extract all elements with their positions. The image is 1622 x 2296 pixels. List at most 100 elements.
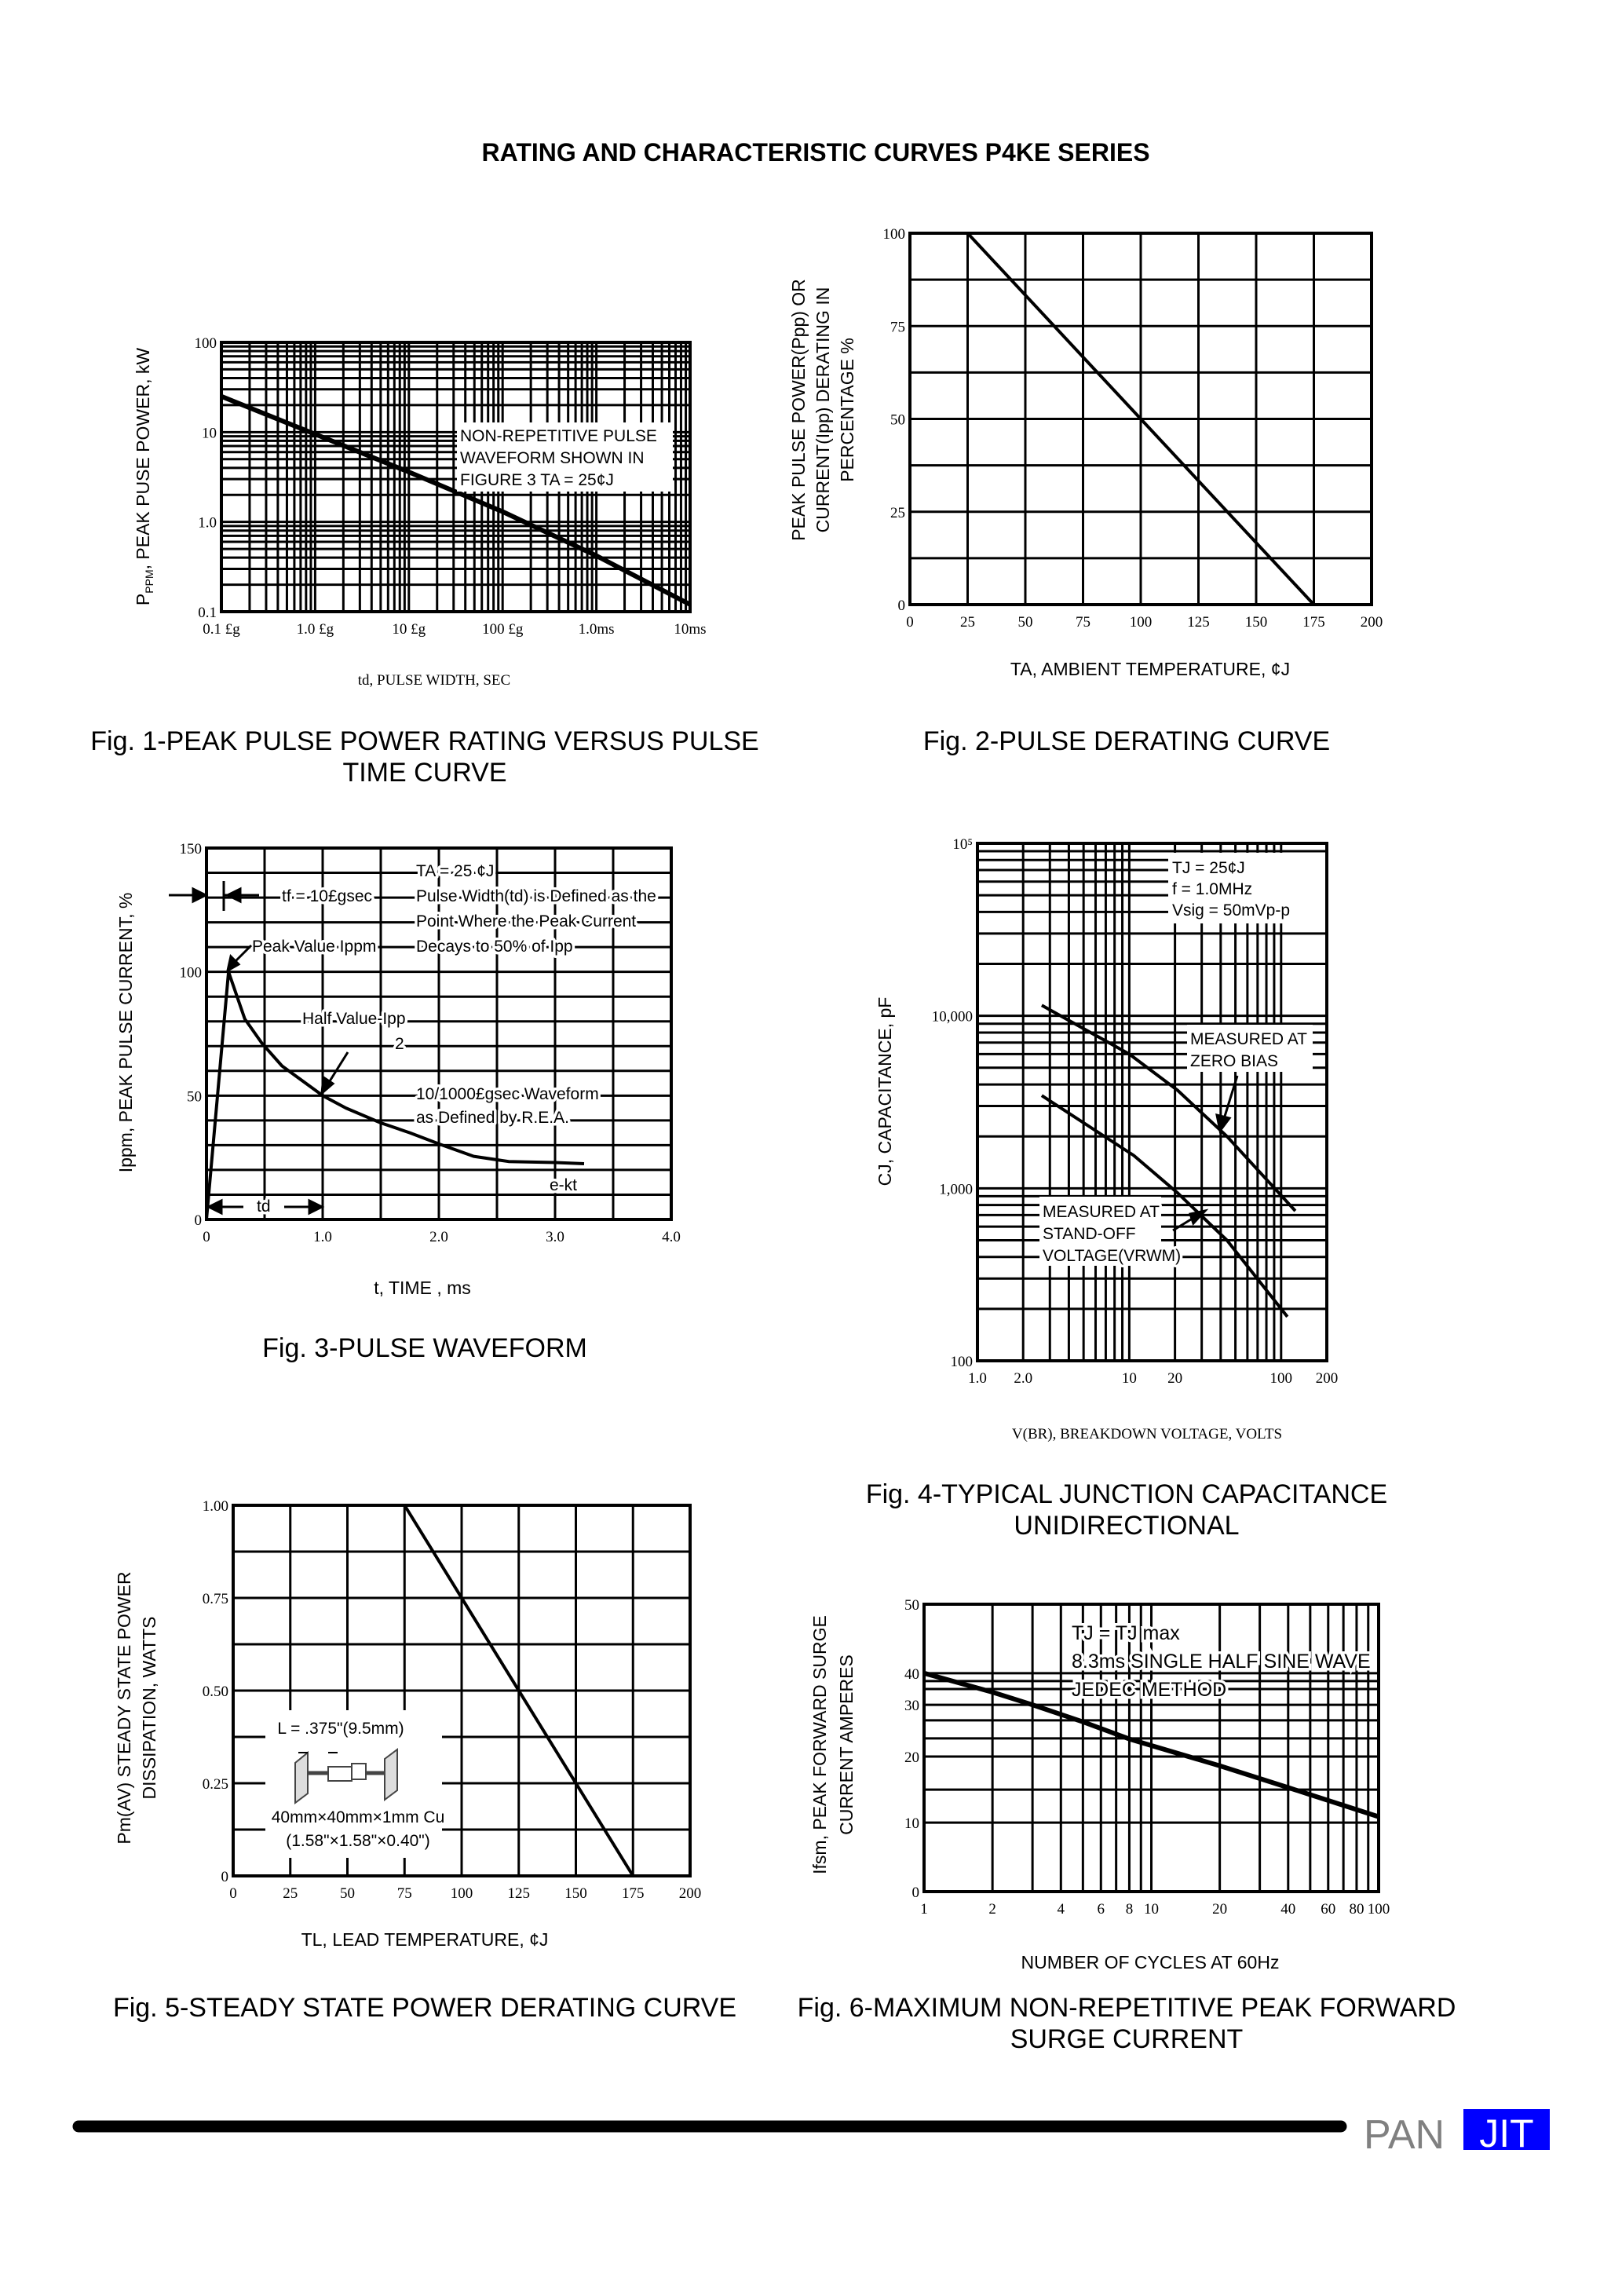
fig3-annotation: Decays to 50% of Ipp (416, 938, 573, 956)
chart-2: 0 25 50 75 100 125 150 175 200 0 25 50 75 100 (883, 226, 1383, 631)
y-tick-label: 10⁵ (952, 836, 973, 853)
fig3-xlabel: t, TIME , ms (374, 1278, 471, 1298)
x-tick-label: 1.0 £g (297, 621, 334, 638)
x-tick-label: 1.0 (968, 1370, 987, 1387)
x-tick-label: 4.0 (662, 1229, 681, 1245)
x-tick-label: 75 (397, 1885, 412, 1902)
fig5-texts: Pm(AV) STEADY STATE POWER DISSIPATION, W… (113, 1571, 736, 2023)
x-tick-label: 20 (1167, 1370, 1182, 1387)
fig1-annotation-line: NON-REPETITIVE PULSE (460, 427, 657, 445)
plot-frame (232, 1504, 692, 1877)
x-tick-label: 50 (340, 1885, 355, 1902)
x-tick-label: 40 (1280, 1901, 1295, 1918)
fig3-annotation: Point Where the Peak Current (416, 912, 636, 930)
y-tick-label: 75 (890, 319, 905, 335)
fig3-annotation: 10/1000£gsec Waveform (416, 1085, 599, 1103)
chart-5: 0 25 50 75 100 125 150 175 200 0 0.25 0.50 0.75 1.00 (203, 1498, 702, 1902)
x-tick-label: 25 (283, 1885, 298, 1902)
x-tick-label: 0 (229, 1885, 237, 1902)
x-tick-label: 100 (1368, 1901, 1390, 1918)
y-tick-label: 30 (904, 1698, 919, 1714)
fig2-xlabel: TA, AMBIENT TEMPERATURE, ¢J (1010, 659, 1290, 679)
fig3-annotation: td (257, 1197, 271, 1216)
y-tick-label: 100 (951, 1354, 974, 1370)
y-tick-label: 150 (180, 841, 203, 857)
x-tick-label: 10 (1144, 1901, 1159, 1918)
y-tick-label: 10 (202, 425, 217, 441)
heatsink-mount-illustration (294, 1748, 398, 1804)
logo-text-jit: JIT (1479, 2111, 1533, 2155)
fig3-annotation: Peak Value Ippm (252, 938, 376, 956)
fig3-annotation: as Defined by R.E.A. (416, 1109, 569, 1127)
fig6-condition: TJ = TJ max (1072, 1622, 1180, 1644)
fig3-ylabel: Ippm, PEAK PULSE CURRENT, % (115, 893, 136, 1173)
fig2-ylabel: PERCENTAGE % (837, 338, 857, 482)
x-tick-label: 1.0 (313, 1229, 332, 1245)
y-tick-label: 10 (904, 1815, 919, 1832)
fig4-ylabel: CJ, CAPACITANCE, pF (875, 997, 895, 1186)
x-tick-label: 25 (960, 614, 975, 631)
fig6-ylabel: Ifsm, PEAK FORWARD SURGE (809, 1615, 830, 1874)
x-tick-label: 175 (622, 1885, 645, 1902)
x-tick-label: 8 (1126, 1901, 1134, 1918)
chart-3: 0 1.0 2.0 3.0 4.0 0 50 100 150 (180, 841, 681, 1245)
fig3-arrows (169, 881, 349, 1216)
x-tick-label: 100 (1130, 614, 1153, 631)
fig2-texts: PEAK PULSE POWER(Ppp) OR CURRENT(Ipp) DE… (788, 279, 1330, 756)
y-tick-label: 0 (195, 1212, 203, 1229)
y-tick-label: 0.50 (203, 1684, 228, 1700)
fig6-texts: Ifsm, PEAK FORWARD SURGE CURRENT AMPERES… (798, 1615, 1456, 2054)
fig1-caption: Fig. 1-PEAK PULSE POWER RATING VERSUS PU… (90, 726, 758, 756)
y-tick-label: 1.0 (198, 515, 217, 532)
fig5-ylabel: DISSIPATION, WATTS (139, 1617, 159, 1800)
y-tick-label: 100 (195, 335, 217, 352)
series-line-1 (923, 1670, 1379, 1819)
fig1-annotation-line: FIGURE 3 TA = 25¢J (460, 471, 614, 489)
fig6-condition: 8.3ms SINGLE HALF SINE WAVE (1072, 1651, 1371, 1673)
y-tick-label: 100 (883, 226, 906, 243)
fig1-annotation-box (457, 422, 673, 492)
x-tick-label: 60 (1321, 1901, 1335, 1918)
y-tick-label: 0.75 (203, 1591, 228, 1607)
series-line-1 (1040, 1004, 1297, 1212)
y-tick-label: 25 (890, 505, 905, 521)
fig2-caption: Fig. 2-PULSE DERATING CURVE (923, 726, 1330, 756)
x-tick-label: 2 (988, 1901, 996, 1918)
plot-frame (922, 1603, 1380, 1893)
fig4-zero-bias-label: MEASURED AT (1190, 1030, 1307, 1048)
fig3-texts: Ippm, PEAK PULSE CURRENT, % t, TIME , ms… (115, 860, 659, 1364)
chart-1: 0.1 £g 1.0 £g 10 £g 100 £g 1.0ms 10ms 100 10 1.0… (195, 335, 707, 638)
x-tick-label: 0 (906, 614, 914, 631)
y-tick-label: 20 (904, 1749, 919, 1766)
y-tick-label: 50 (187, 1088, 202, 1105)
x-tick-label: 20 (1212, 1901, 1227, 1918)
x-tick-label: 125 (508, 1885, 531, 1902)
fig3-annotation: Half Value-Ipp (302, 1010, 406, 1028)
plot-frame (976, 842, 1328, 1362)
x-tick-label: 0 (203, 1229, 210, 1245)
y-tick-label: 0.25 (203, 1776, 228, 1793)
fig1-caption: TIME CURVE (342, 758, 506, 788)
x-tick-label: 100 £g (482, 621, 524, 638)
fig3-annotation: tf = 10£gsec (282, 887, 372, 905)
series-line-1 (205, 970, 585, 1220)
series-line-2 (1040, 1094, 1289, 1318)
fig4-conditions-box (1168, 853, 1325, 923)
fig4-zero-bias-label: ZERO BIAS (1190, 1052, 1278, 1070)
fig2-ylabel: CURRENT(Ipp) DERATING IN (813, 287, 833, 533)
y-tick-label: 50 (890, 412, 905, 429)
x-tick-label: 1 (920, 1901, 928, 1918)
fig2-ylabel: PEAK PULSE POWER(Ppp) OR (788, 279, 809, 541)
x-tick-label: 10 (1122, 1370, 1137, 1387)
x-tick-label: 3.0 (546, 1229, 564, 1245)
x-tick-label: 6 (1098, 1901, 1105, 1918)
fig4-condition: TJ = 25¢J (1172, 859, 1245, 877)
fig4-label-box (1187, 1025, 1313, 1072)
fig1-xlabel: td, PULSE WIDTH, SEC (358, 672, 510, 689)
x-tick-label: 175 (1302, 614, 1325, 631)
page-title: RATING AND CHARACTERISTIC CURVES P4KE SE… (481, 138, 1149, 166)
panjit-logo: PAN JIT (1364, 2109, 1550, 2158)
y-tick-label: 0 (912, 1885, 920, 1901)
